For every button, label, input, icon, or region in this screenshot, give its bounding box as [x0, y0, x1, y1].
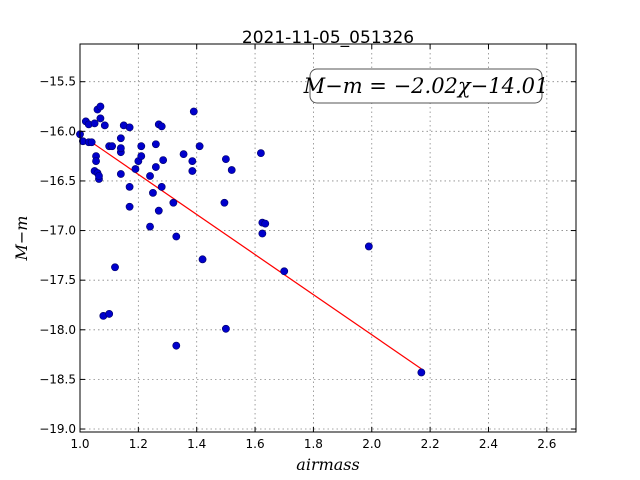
data-point: [108, 142, 116, 151]
data-point: [157, 182, 166, 191]
fit-equation: M−m = −2.02χ−14.01: [303, 74, 549, 98]
data-point: [261, 219, 270, 228]
data-point: [157, 122, 166, 131]
data-point: [188, 157, 197, 165]
data-point: [417, 368, 426, 377]
data-point: [179, 150, 188, 159]
annotation-box: M−m = −2.02χ−14.01: [303, 68, 549, 104]
data-point: [146, 222, 154, 231]
data-point: [280, 267, 289, 276]
data-point: [96, 114, 105, 123]
data-point: [96, 102, 105, 111]
data-point: [87, 138, 96, 147]
ticks: 1.0 1.2 1.4 1.6 1.8 2.0 2.2 2.4 2.6 −15.5 −16.0 −16…: [39, 44, 576, 451]
data-point: [111, 263, 119, 272]
points: [76, 102, 426, 377]
x-tick-label: 1.8: [304, 437, 323, 451]
data-point: [188, 167, 197, 175]
data-point: [116, 170, 125, 178]
data-point: [105, 310, 114, 318]
x-axis-label: airmass: [296, 455, 359, 474]
x-tick-label: 1.2: [129, 437, 148, 451]
plot-frame: [79, 43, 577, 433]
x-tick-label: 1.4: [187, 437, 206, 451]
data-point: [100, 121, 109, 130]
y-tick-label: −19.0: [39, 422, 76, 436]
data-point: [149, 188, 157, 197]
y-tick-label: −16.0: [39, 124, 76, 138]
y-tick-label: −18.5: [39, 372, 76, 386]
data-point: [258, 229, 267, 238]
x-tick-label: 2.2: [421, 437, 440, 451]
data-point: [151, 140, 160, 149]
data-point: [137, 142, 146, 151]
annotation-frame: [309, 68, 543, 104]
y-tick-label: −17.0: [39, 224, 76, 238]
data-point: [172, 232, 181, 241]
data-point: [195, 142, 204, 151]
data-point: [364, 242, 373, 251]
chart-title: 2021-11-05_051326: [242, 28, 414, 48]
data-point: [116, 134, 125, 143]
data-point: [256, 149, 265, 158]
data-point: [169, 198, 178, 207]
data-point: [198, 255, 207, 264]
data-point: [146, 172, 154, 180]
y-tick-label: −18.0: [39, 323, 76, 337]
x-tick-label: 2.4: [479, 437, 498, 451]
x-tick-label: 1.0: [70, 437, 89, 451]
y-tick-label: −15.5: [39, 75, 76, 89]
data-point: [137, 152, 146, 161]
y-tick-label: −17.5: [39, 273, 76, 287]
data-point: [125, 202, 134, 211]
data-point: [221, 155, 230, 164]
data-point: [189, 107, 198, 116]
y-axis-label: M−m: [12, 216, 31, 262]
data-point: [154, 206, 163, 215]
data-point: [125, 123, 134, 132]
data-point: [116, 144, 125, 153]
data-point: [221, 324, 230, 333]
fit-line: [88, 139, 422, 370]
y-tick-label: −16.5: [39, 174, 76, 188]
data-point: [90, 119, 99, 128]
x-tick-label: 1.6: [246, 437, 265, 451]
data-point: [125, 182, 134, 191]
x-tick-label: 2.0: [362, 437, 381, 451]
data-point: [172, 341, 181, 350]
x-tick-label: 2.6: [537, 437, 556, 451]
fit-layer: [88, 139, 422, 370]
data-point: [95, 172, 103, 180]
data-point: [159, 156, 168, 165]
data-point: [227, 166, 236, 174]
data-point: [131, 165, 140, 173]
data-point: [92, 157, 100, 165]
data-point: [151, 163, 160, 171]
data-point: [220, 198, 229, 207]
